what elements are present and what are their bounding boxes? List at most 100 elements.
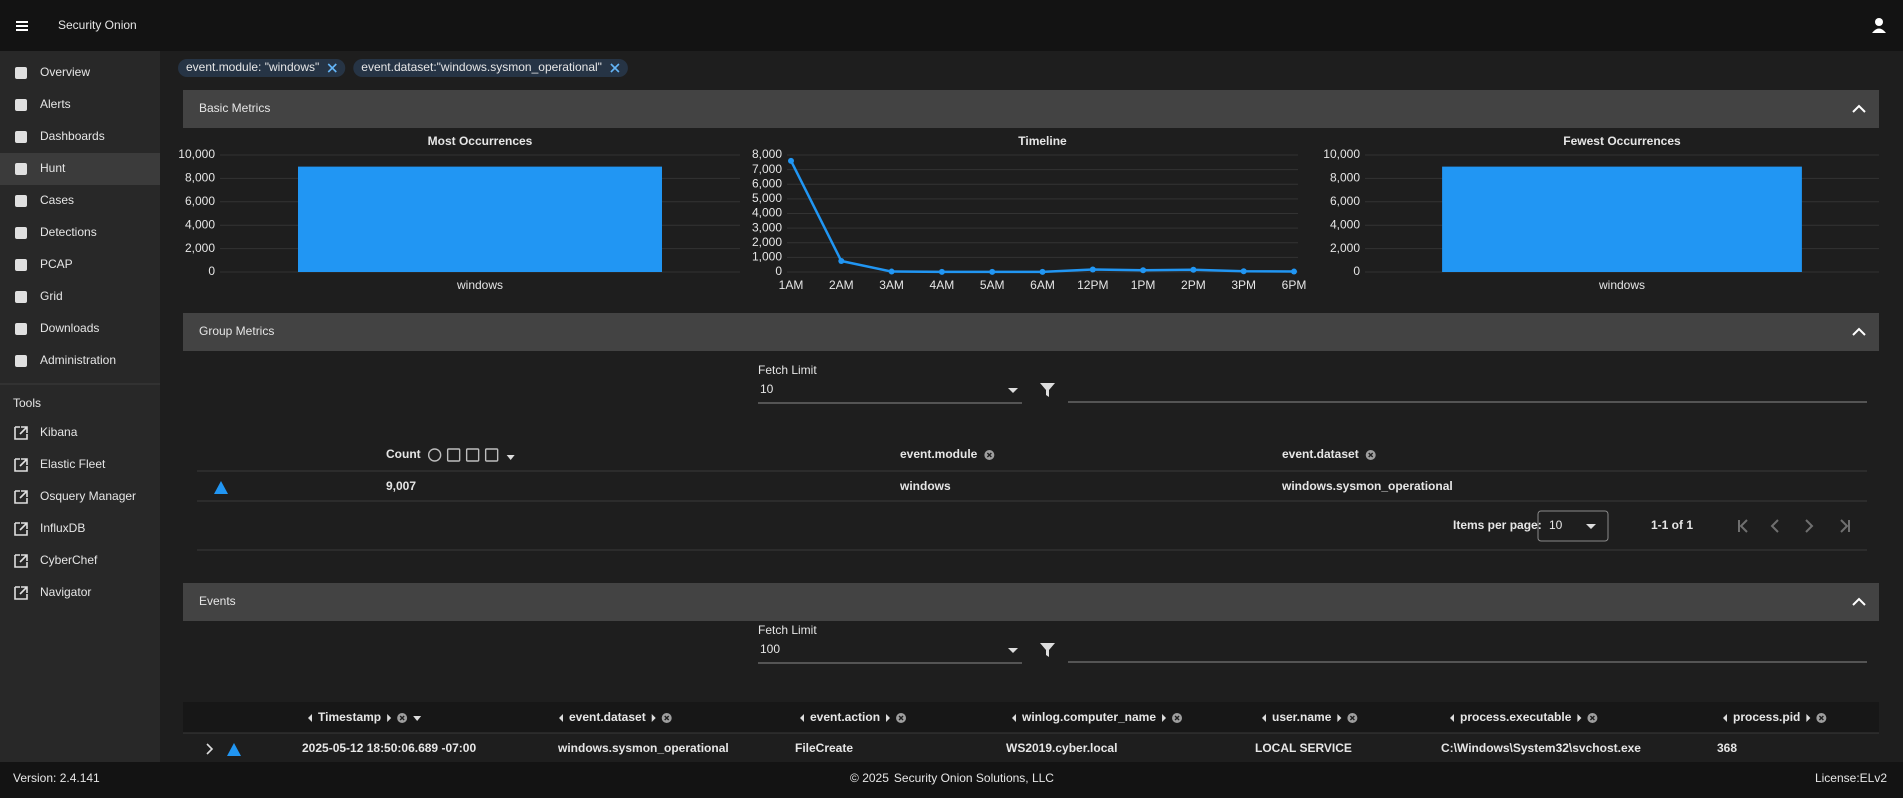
items-per-page-label: Items per page: <box>1453 518 1542 532</box>
filter-icon[interactable] <box>1040 643 1055 657</box>
point <box>1140 267 1147 274</box>
x-tick-label: 5AM <box>980 278 1005 292</box>
external-link-icon <box>14 554 28 568</box>
column-header[interactable]: Count <box>386 447 421 461</box>
fetch-limit-value[interactable]: 10 <box>760 382 774 396</box>
column-header[interactable]: Timestamp <box>318 710 381 724</box>
copyright: © 2025 <box>850 771 889 785</box>
table-cell: C:\Windows\System32\svchost.exe <box>1441 741 1641 755</box>
menu-button[interactable] <box>16 21 28 31</box>
column-header[interactable]: event.dataset <box>1282 447 1359 461</box>
tool-link[interactable]: Osquery Manager <box>40 489 136 503</box>
chart-option-icon[interactable] <box>427 448 442 462</box>
pagination-button[interactable] <box>1770 519 1779 533</box>
tools-heading: Tools <box>13 396 41 410</box>
pagination-button[interactable] <box>1738 519 1748 533</box>
move-right[interactable] <box>1337 714 1342 722</box>
tool-link[interactable]: CyberChef <box>40 553 98 567</box>
nav-item[interactable]: Detections <box>40 225 97 239</box>
chart-title: Most Occurrences <box>428 134 533 148</box>
filter-chip[interactable] <box>178 59 346 77</box>
column-header[interactable]: event.action <box>810 710 880 724</box>
y-tick-label: 6,000 <box>185 194 215 208</box>
items-per-page-select[interactable] <box>1537 510 1609 542</box>
table-cell: windows <box>899 479 951 493</box>
column-header[interactable]: winlog.computer_name <box>1021 710 1156 724</box>
point <box>838 258 845 265</box>
external-link-icon <box>14 522 28 536</box>
chip-close[interactable] <box>327 63 337 73</box>
collapse-icon[interactable] <box>1852 597 1866 606</box>
footer <box>0 762 1903 798</box>
column-header[interactable]: process.executable <box>1460 710 1572 724</box>
user-button[interactable] <box>1872 18 1886 33</box>
chart-option-icon[interactable] <box>465 448 480 462</box>
x-tick-label: 1AM <box>779 278 804 292</box>
fetch-limit-value[interactable]: 100 <box>760 642 780 656</box>
point <box>938 268 945 275</box>
nav-item[interactable]: Alerts <box>40 97 71 111</box>
move-left[interactable] <box>308 714 312 722</box>
pagination-button[interactable] <box>1840 519 1850 533</box>
move-left[interactable] <box>1012 714 1016 722</box>
filter-chip[interactable] <box>353 59 628 77</box>
y-tick-label: 0 <box>208 264 215 278</box>
tool-link[interactable]: Kibana <box>40 425 78 439</box>
nav-item[interactable]: Downloads <box>40 321 99 335</box>
x-tick-label: windows <box>1598 278 1645 292</box>
tool-link[interactable]: Navigator <box>40 585 91 599</box>
nav-item[interactable]: Overview <box>40 65 90 79</box>
move-left[interactable] <box>1723 714 1727 722</box>
nav-item[interactable]: Dashboards <box>40 129 105 143</box>
filter-icon[interactable] <box>1040 383 1055 397</box>
move-right[interactable] <box>1162 714 1167 722</box>
table-cell: FileCreate <box>795 741 853 755</box>
move-right[interactable] <box>886 714 891 722</box>
table-cell: 9,007 <box>386 479 416 493</box>
external-link-icon <box>14 458 28 472</box>
y-tick-label: 1,000 <box>752 250 782 264</box>
move-left[interactable] <box>1450 714 1454 722</box>
license-link[interactable]: License:ELv2 <box>1815 771 1887 785</box>
table-cell: 368 <box>1717 741 1737 755</box>
column-header[interactable]: process.pid <box>1733 710 1800 724</box>
point <box>1039 268 1046 275</box>
tool-link[interactable]: Elastic Fleet <box>40 457 106 471</box>
column-header[interactable]: user.name <box>1272 710 1332 724</box>
expand-row[interactable] <box>206 743 214 755</box>
company-link[interactable]: Security Onion Solutions, LLC <box>894 771 1054 785</box>
nav-item[interactable]: Administration <box>40 353 116 367</box>
move-right[interactable] <box>387 714 392 722</box>
nav-icon <box>15 291 27 303</box>
tool-link[interactable]: InfluxDB <box>40 521 85 535</box>
chart-option-icon[interactable] <box>484 448 499 462</box>
nav-item[interactable]: Grid <box>40 289 63 303</box>
move-right[interactable] <box>1806 714 1811 722</box>
chip-close[interactable] <box>610 63 620 73</box>
nav-item[interactable]: PCAP <box>40 257 73 271</box>
move-left[interactable] <box>800 714 804 722</box>
y-tick-label: 2,000 <box>1330 241 1360 255</box>
collapse-icon[interactable] <box>1852 104 1866 113</box>
y-tick-label: 4,000 <box>1330 217 1360 231</box>
sort-caret[interactable] <box>506 455 515 460</box>
y-tick-label: 5,000 <box>752 191 782 205</box>
move-left[interactable] <box>1262 714 1266 722</box>
collapse-icon[interactable] <box>1852 327 1866 336</box>
chart-option-icon[interactable] <box>446 448 461 462</box>
y-tick-label: 4,000 <box>752 206 782 220</box>
pagination-button[interactable] <box>1805 519 1814 533</box>
move-left[interactable] <box>559 714 563 722</box>
y-tick-label: 0 <box>775 264 782 278</box>
section-header <box>183 313 1879 351</box>
move-right[interactable] <box>1577 714 1582 722</box>
column-header[interactable]: event.dataset <box>569 710 646 724</box>
column-header[interactable]: event.module <box>900 447 978 461</box>
nav-item[interactable]: Cases <box>40 193 74 207</box>
select-caret <box>1586 524 1596 529</box>
remove-x <box>986 452 992 458</box>
sort-caret[interactable] <box>413 716 422 721</box>
move-right[interactable] <box>651 714 656 722</box>
nav-item[interactable]: Hunt <box>40 161 66 175</box>
select-caret <box>1008 648 1018 653</box>
